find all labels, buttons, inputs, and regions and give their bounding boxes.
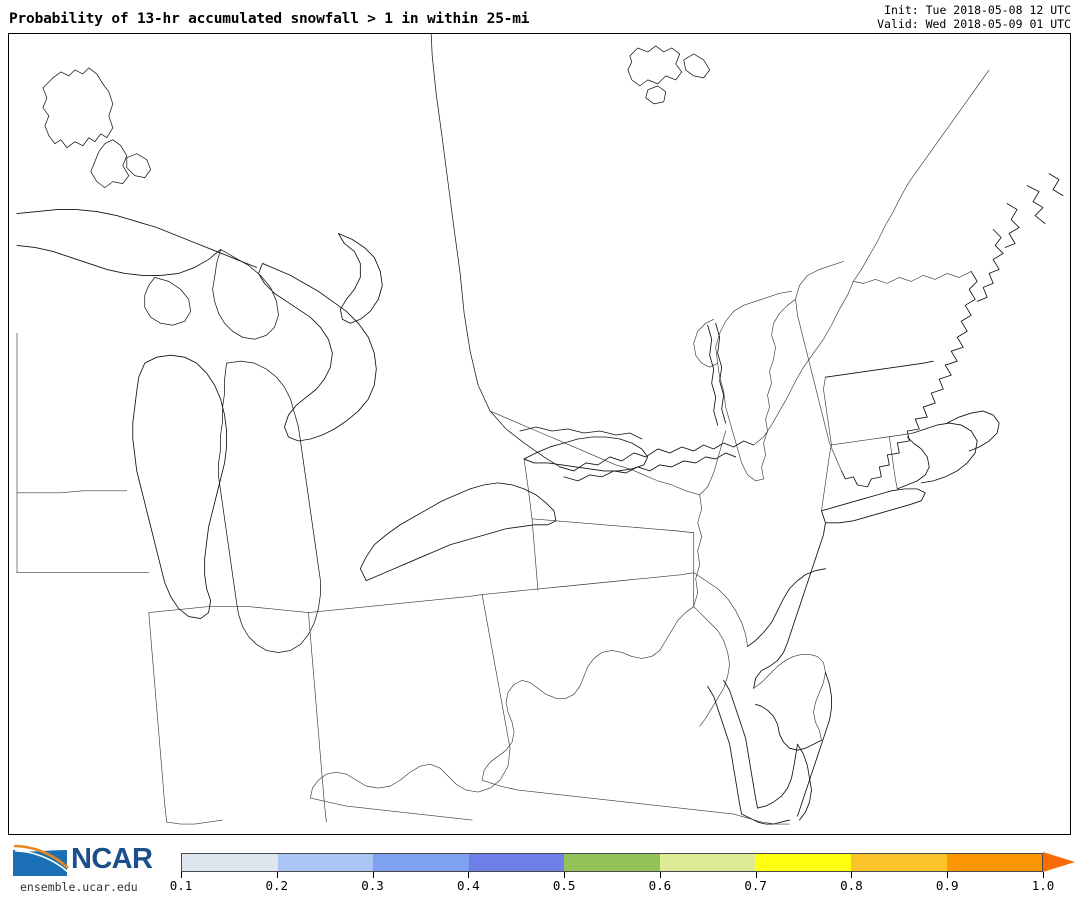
colorbar-tick-label: 0.5 [552,878,576,893]
ncar-url-label[interactable]: ensemble.ucar.edu [20,880,138,894]
colorbar-tick [276,872,278,878]
map-panel[interactable] [8,33,1071,835]
colorbar-tick-label: 0.8 [840,878,863,893]
colorbar-band [468,854,565,871]
colorbar-tick [181,872,182,878]
colorbar-band [946,854,1043,871]
colorbar-tick [564,872,566,878]
colorbar-tick [468,872,470,878]
colorbar-tick-label: 0.1 [169,878,193,893]
colorbar-tick [1043,872,1044,878]
colorbar-band [182,854,278,871]
colorbar-band [373,854,469,871]
ncar-logo-mark [13,844,69,876]
page-title: Probability of 13-hr accumulated snowfal… [9,11,530,27]
ncar-logo[interactable]: NCAR ensemble.ucar.edu [8,840,168,894]
colorbar-band [564,854,660,871]
colorbar-band [755,854,851,871]
footer: NCAR ensemble.ucar.edu 0.1 0.2 0.3 0.4 0.5 0.… [0,836,1080,898]
init-timestamp: Init: Tue 2018-05-08 12 UTC [884,3,1071,17]
colorbar-tick-label: 0.9 [935,878,959,893]
colorbar-tick-label: 0.3 [361,878,384,893]
colorbar-extend-max-arrow [1043,852,1075,872]
colorbar-tick [755,872,757,878]
colorbar-tick [947,872,949,878]
valid-timestamp: Valid: Wed 2018-05-09 01 UTC [877,16,1071,31]
colorbar-tick [659,872,661,878]
colorbar[interactable]: 0.1 0.2 0.3 0.4 0.5 0.6 0.7 0.8 0.9 1.0 [0,836,1080,898]
map-geography [9,34,1070,834]
colorbar-tick [851,872,853,878]
forecast-timestamps: Init: Tue 2018-05-08 12 UTC Valid: Wed 2… [877,3,1071,31]
colorbar-tick-label: 0.6 [648,878,672,893]
colorbar-bands[interactable] [181,853,1043,872]
colorbar-tick-label: 0.4 [457,878,480,893]
colorbar-tick-label: 0.7 [744,878,767,893]
colorbar-band [659,854,756,871]
colorbar-tick [372,872,374,878]
colorbar-band [850,854,947,871]
colorbar-tick-label: 0.2 [265,878,289,893]
colorbar-band [277,854,374,871]
ncar-wordmark: NCAR [71,843,153,875]
colorbar-tick-label: 1.0 [1031,878,1055,893]
